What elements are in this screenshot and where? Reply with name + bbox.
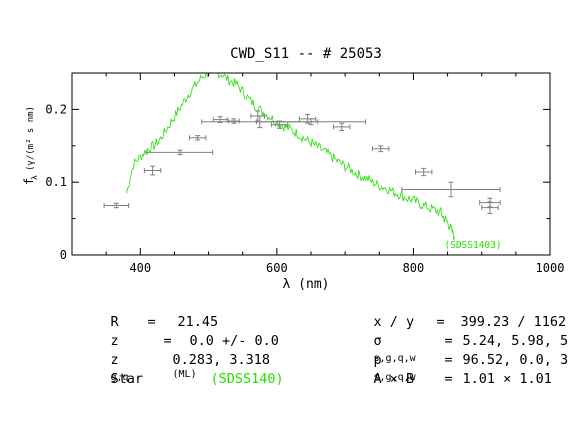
data-point (103, 202, 130, 209)
info-r-eq: = (115, 302, 156, 343)
zgq-value: 0.283, 3.318 (172, 351, 271, 368)
r-label: R (110, 313, 119, 330)
zgq-note: (ML) (172, 369, 197, 380)
info-z-eq: = (131, 321, 172, 362)
plot-frame (71, 72, 551, 256)
p-value: 96.52, 0.0, 3.48, 0 (462, 351, 568, 368)
info-star-value: (SDSS140) (178, 359, 284, 400)
y-axis-label-main: f (22, 178, 36, 185)
x-tick-label: 600 (266, 261, 288, 275)
r-eq: = (147, 313, 156, 330)
p-label: p (373, 351, 382, 368)
y-tick-label: 0.2 (45, 102, 67, 116)
info-xy: x / y (341, 302, 415, 343)
data-point (146, 149, 214, 156)
y-axis-label-sub: λ (30, 175, 39, 180)
data-point (188, 135, 207, 141)
data-point (227, 118, 240, 124)
info-p: p s,g,q,w (341, 340, 416, 397)
y-tick-label: 0.1 (45, 175, 67, 189)
x-tick-label: 400 (129, 261, 151, 275)
p-sub: s,g,q,w (373, 372, 416, 383)
info-xy-eq: = (404, 302, 445, 343)
info-star: Star (78, 359, 144, 400)
info-sigma-eq: = (412, 321, 453, 362)
sigma-label: σ (373, 332, 382, 349)
y-axis-label-units: (γ/(m² s nm) (26, 106, 36, 171)
x-tick-label: 800 (403, 261, 425, 275)
sigma-value: 5.24, 5.98, 5.04, 6 (462, 332, 568, 349)
zgq-sub: g,q (110, 372, 129, 383)
info-ab: A × B (341, 359, 415, 400)
info-zgq: z g,q (78, 340, 129, 397)
data-point (371, 145, 390, 153)
ab-value: 1.01 × 1.01 (462, 370, 552, 387)
p-eq: = (444, 351, 453, 368)
info-r-value: 21.45 (145, 302, 219, 343)
x-axis-label: λ (nm) (283, 277, 330, 290)
ab-eq: = (444, 370, 453, 387)
info-ab-eq: = (412, 359, 453, 400)
data-point (143, 165, 162, 176)
xy-value: 399.23 / 1162.34 (460, 313, 568, 330)
star-value: (SDSS140) (210, 370, 284, 387)
chart-title: CWD_S11 -- # 25053 (230, 46, 382, 62)
data-point (414, 167, 433, 177)
xy-label: x / y (373, 313, 415, 330)
points-layer (103, 110, 501, 215)
info-sigma: σ s,g,q,w (341, 321, 416, 378)
zgq-label: z (110, 351, 119, 368)
star-label: Star (110, 370, 144, 387)
spectrum-layer (126, 73, 455, 240)
info-xy-value: 399.23 / 1162.34 (428, 302, 568, 343)
data-point (255, 118, 367, 126)
spectrum-label: (SDSS1403) (444, 240, 501, 251)
xy-eq: = (436, 313, 445, 330)
ticks-layer: 400 600 800 1000 0 0.1 0.2 (45, 72, 565, 275)
data-point (401, 181, 501, 198)
z-eq: = (163, 332, 172, 349)
y-tick-label: 0 (60, 248, 67, 262)
y-axis-label: f λ (γ/(m² s nm) (22, 106, 39, 185)
r-value: 21.45 (177, 313, 219, 330)
info-r: R (78, 302, 119, 343)
x-tick-label: 1000 (536, 261, 565, 275)
z-value: 0.0 +/- 0.0 (189, 332, 279, 349)
ab-label: A × B (373, 370, 415, 387)
spectrum-line (126, 73, 455, 240)
info-p-value: 96.52, 0.0, 3.48, 0 (430, 340, 568, 381)
info-ab-value: 1.01 × 1.01 (430, 359, 552, 400)
sigma-eq: = (444, 332, 453, 349)
sigma-sub: s,g,q,w (373, 353, 416, 364)
z-label: z (110, 332, 119, 349)
data-point (481, 201, 499, 215)
data-point (212, 116, 228, 124)
chart: CWD_S11 -- # 25053 f λ (γ/(m² s nm) λ (n… (22, 46, 565, 290)
info-z: z (78, 321, 119, 362)
info-sigma-value: 5.24, 5.98, 5.04, 6 (430, 321, 568, 362)
info-z-value: 0.0 +/- 0.0 (157, 321, 279, 362)
info-p-eq: = (412, 340, 453, 381)
data-point (333, 122, 351, 132)
info-zgq-value: 0.283, 3.318 (ML) (140, 340, 271, 394)
